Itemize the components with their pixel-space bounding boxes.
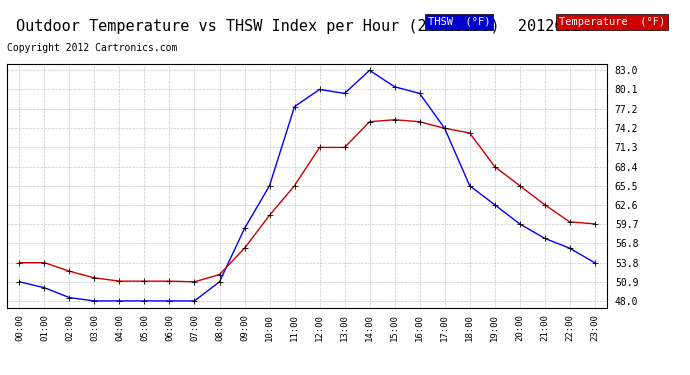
Text: THSW  (°F): THSW (°F) [428, 17, 491, 27]
Text: Temperature  (°F): Temperature (°F) [559, 17, 665, 27]
Text: Copyright 2012 Cartronics.com: Copyright 2012 Cartronics.com [7, 43, 177, 53]
Text: Outdoor Temperature vs THSW Index per Hour (24 Hours)  20120914: Outdoor Temperature vs THSW Index per Ho… [16, 19, 591, 34]
